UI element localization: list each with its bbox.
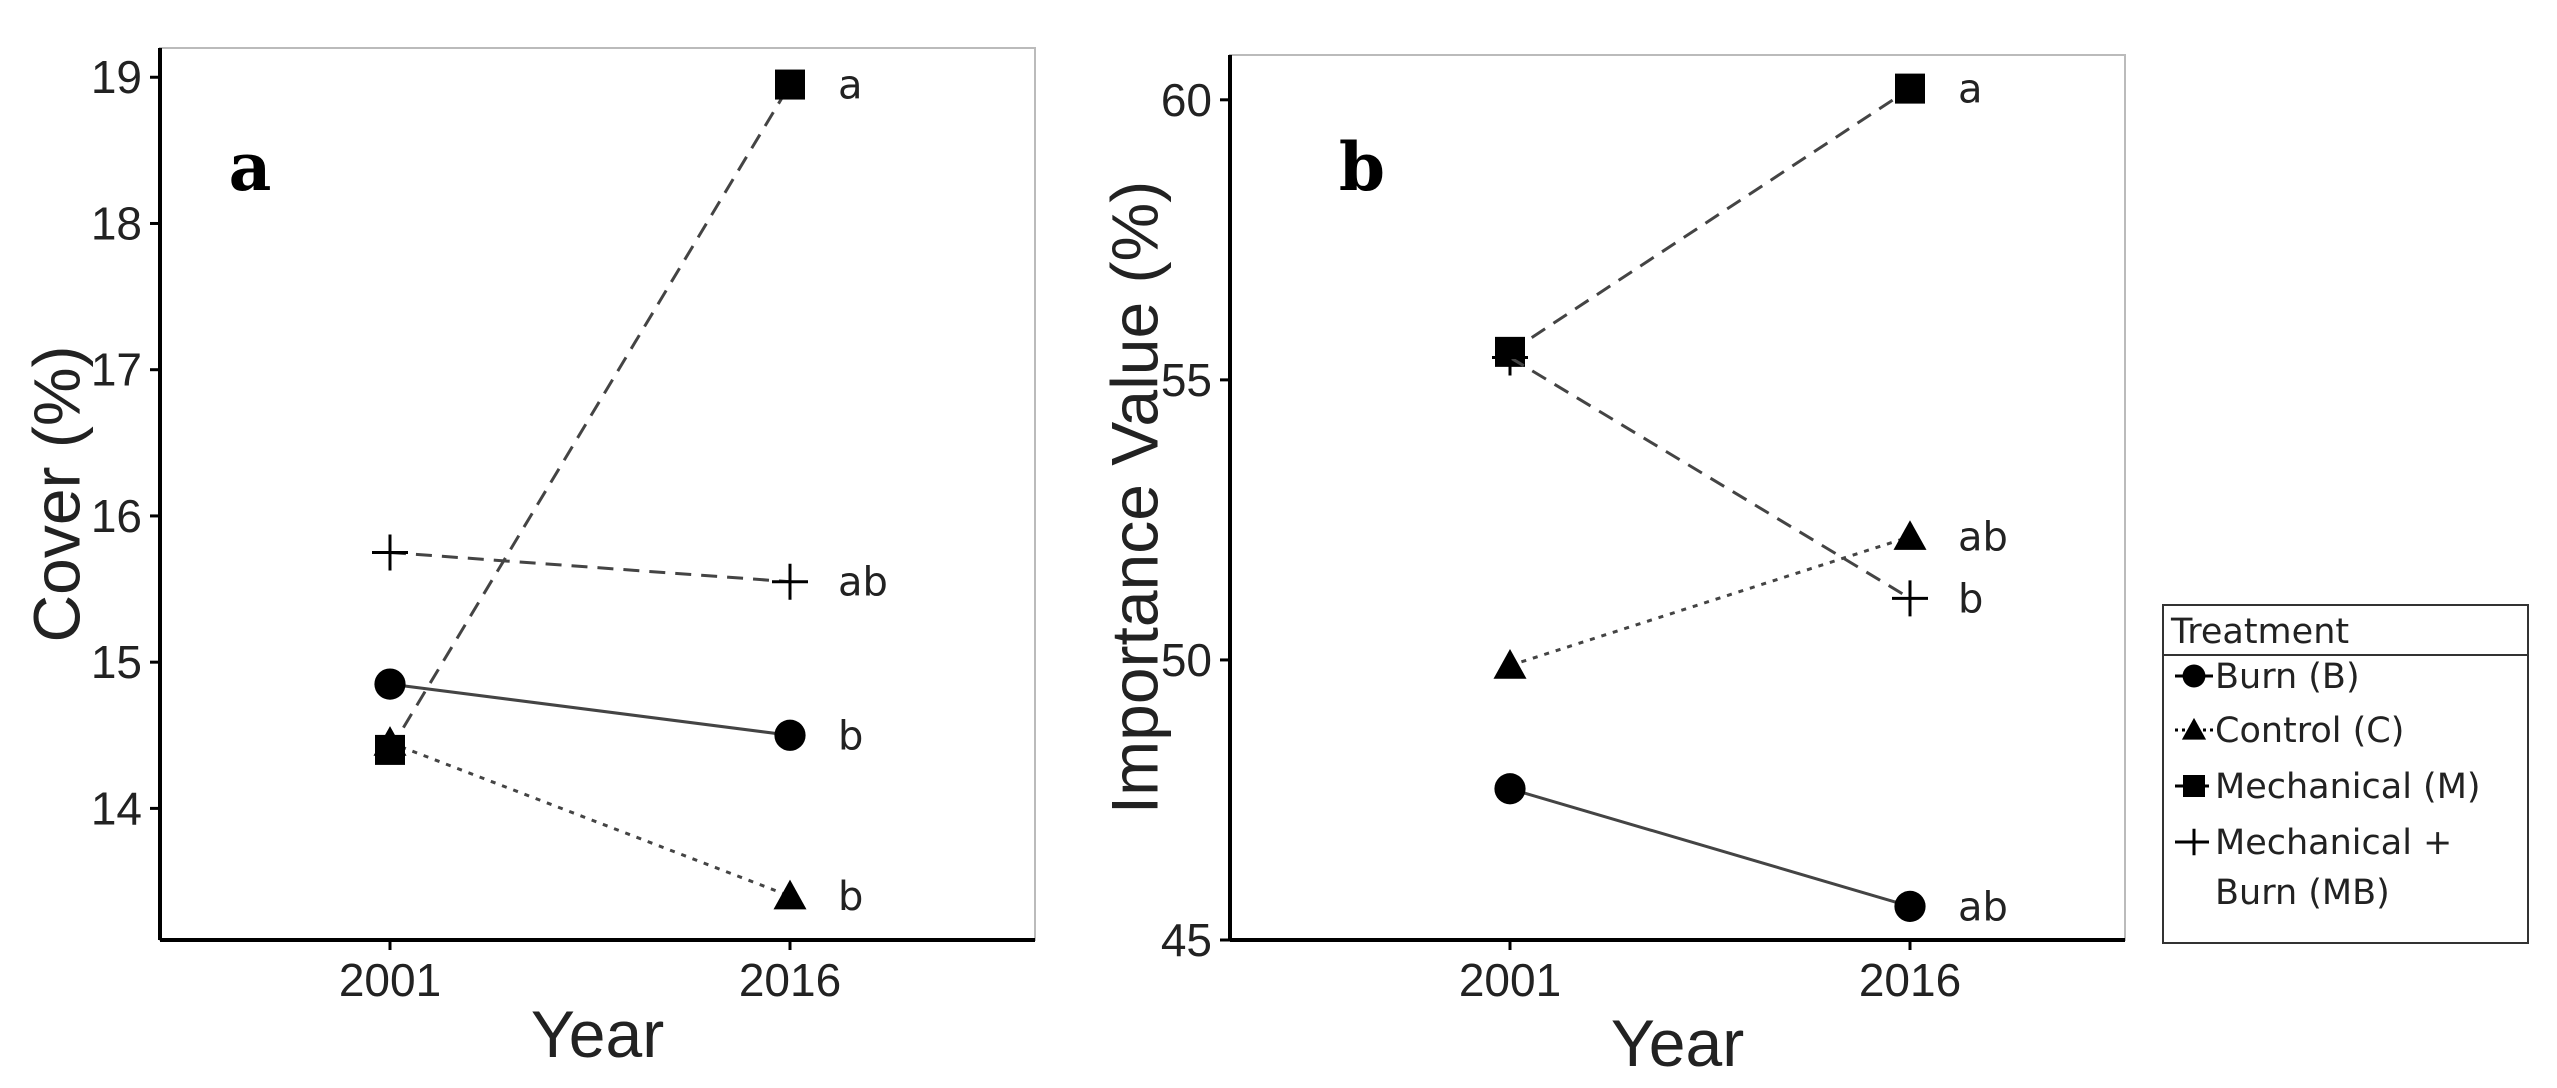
significance-label: ab (838, 560, 888, 606)
series-square: a (375, 63, 863, 765)
legend-item: Burn (B) (2175, 657, 2360, 697)
data-point (1895, 73, 1925, 104)
panel-b: 45 50 55 60 2001 2016 Year Importance Value (%)… (1097, 54, 2126, 1080)
data-point (372, 534, 408, 571)
series-line (1509, 787, 1911, 908)
y-tick-label: 60 (1161, 74, 1212, 126)
significance-label: b (1958, 576, 1983, 622)
y-tick-label: 55 (1161, 354, 1212, 406)
legend-key-marker (2180, 828, 2208, 856)
significance-label: b (838, 713, 863, 759)
data-point (772, 563, 808, 600)
legend-title: Treatment (2170, 612, 2349, 652)
series-line (1509, 535, 1911, 667)
series-line (389, 682, 791, 737)
legend-item: Control (C) (2175, 711, 2404, 751)
data-point (1894, 890, 1926, 922)
y-tick-label: 19 (91, 51, 142, 103)
x-tick-label: 2001 (1459, 954, 1561, 1006)
y-axis-label: Importance Value (%) (1097, 181, 1171, 814)
x-tick-label: 2016 (739, 954, 841, 1006)
legend-box (2162, 604, 2529, 944)
data-point (1892, 580, 1928, 617)
legend-label: Control (C) (2215, 711, 2404, 751)
data-point (1494, 773, 1526, 805)
series-triangle: ab (1493, 515, 2008, 679)
y-tick-label: 50 (1161, 634, 1212, 686)
significance-label: a (838, 63, 863, 109)
legend-item: Mechanical + Burn (MB) (2175, 823, 2452, 913)
data-point (773, 879, 807, 910)
y-axis-label: Cover (%) (19, 345, 93, 642)
x-axis-label: Year (1611, 1006, 1744, 1080)
series-circle: ab (1494, 773, 2008, 930)
legend-key-marker (2181, 717, 2207, 740)
x-axis-label: Year (531, 997, 664, 1071)
series-line (1509, 87, 1911, 354)
data-point (374, 668, 406, 700)
series-plus: b (1492, 339, 1983, 622)
x-tick-label: 2016 (1859, 954, 1961, 1006)
legend-item: Mechanical (M) (2175, 767, 2481, 807)
x-tick-label: 2001 (339, 954, 441, 1006)
legend-label: Mechanical + (2215, 823, 2452, 863)
legend-label: Burn (MB) (2215, 873, 2390, 913)
series-plus: ab (372, 534, 888, 606)
significance-label: b (838, 874, 863, 920)
panel-label: a (229, 128, 272, 206)
series-circle: b (374, 668, 863, 759)
y-tick-label: 15 (91, 636, 142, 688)
significance-label: ab (1958, 515, 2008, 561)
legend-key-marker (2183, 775, 2205, 797)
data-point (1492, 339, 1528, 376)
y-tick-label: 18 (91, 197, 142, 249)
legend-label: Burn (B) (2215, 657, 2360, 697)
y-tick-label: 16 (91, 490, 142, 542)
y-tick-label: 17 (91, 344, 142, 396)
data-point (774, 719, 806, 751)
series-line (389, 550, 791, 584)
series-square: a (1495, 67, 1983, 367)
data-point (1893, 520, 1927, 550)
data-point (775, 69, 805, 100)
data-point (375, 734, 405, 765)
panel-label: b (1339, 128, 1385, 206)
data-point (1493, 649, 1527, 679)
significance-label: a (1958, 67, 1983, 113)
legend-label: Mechanical (M) (2215, 767, 2481, 807)
legend-key-marker (2182, 664, 2206, 688)
legend: Treatment Burn (B) Control (C) Mechanical (… (2162, 604, 2529, 944)
y-tick-label: 14 (91, 782, 142, 834)
significance-label: ab (1958, 884, 2008, 930)
y-tick-label: 45 (1161, 914, 1212, 966)
